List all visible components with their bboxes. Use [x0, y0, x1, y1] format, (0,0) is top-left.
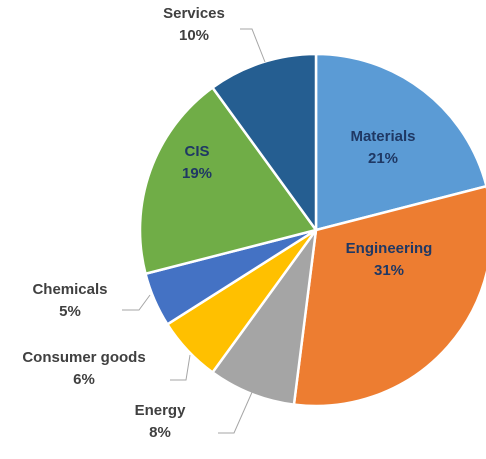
- slice-category-materials: Materials: [350, 128, 415, 145]
- slice-label-energy: Energy 8%: [135, 402, 187, 441]
- slice-value-engineering: 31%: [374, 262, 404, 279]
- slice-category-consumer-goods: Consumer goods: [22, 349, 145, 366]
- slice-value-services: 10%: [179, 27, 209, 44]
- pie-slices: [138, 52, 486, 408]
- slice-category-engineering: Engineering: [346, 240, 433, 257]
- slice-category-energy: Energy: [135, 402, 187, 419]
- pie-slice-cis: [138, 86, 318, 276]
- leader-line-energy: [218, 389, 254, 434]
- slice-label-materials: Materials 21%: [350, 128, 415, 167]
- slice-category-services: Services: [163, 5, 225, 22]
- slice-category-chemicals: Chemicals: [32, 281, 107, 298]
- leader-line-services: [240, 28, 266, 63]
- pie-slice-engineering: [292, 185, 486, 408]
- slice-label-chemicals: Chemicals 5%: [32, 281, 107, 320]
- slice-category-cis: CIS: [184, 143, 209, 160]
- slice-value-consumer-goods: 6%: [73, 371, 95, 388]
- pie-slice-services: [211, 52, 318, 232]
- slice-labels: Materials 21% Engineering 31% Energy 8% Consum…: [22, 5, 432, 441]
- slice-label-consumer-goods: Consumer goods 6%: [22, 349, 145, 388]
- slice-label-engineering: Engineering 31%: [346, 240, 433, 279]
- slice-label-services: Services 10%: [163, 5, 225, 44]
- pie-slice-materials: [314, 52, 486, 232]
- leader-lines: [122, 28, 266, 434]
- slice-label-cis: CIS 19%: [182, 143, 212, 182]
- slice-value-materials: 21%: [368, 150, 398, 167]
- slice-value-cis: 19%: [182, 165, 212, 182]
- slice-value-chemicals: 5%: [59, 303, 81, 320]
- leader-line-chemicals: [122, 294, 151, 311]
- leader-line-consumer-goods: [170, 354, 191, 381]
- slice-value-energy: 8%: [149, 424, 171, 441]
